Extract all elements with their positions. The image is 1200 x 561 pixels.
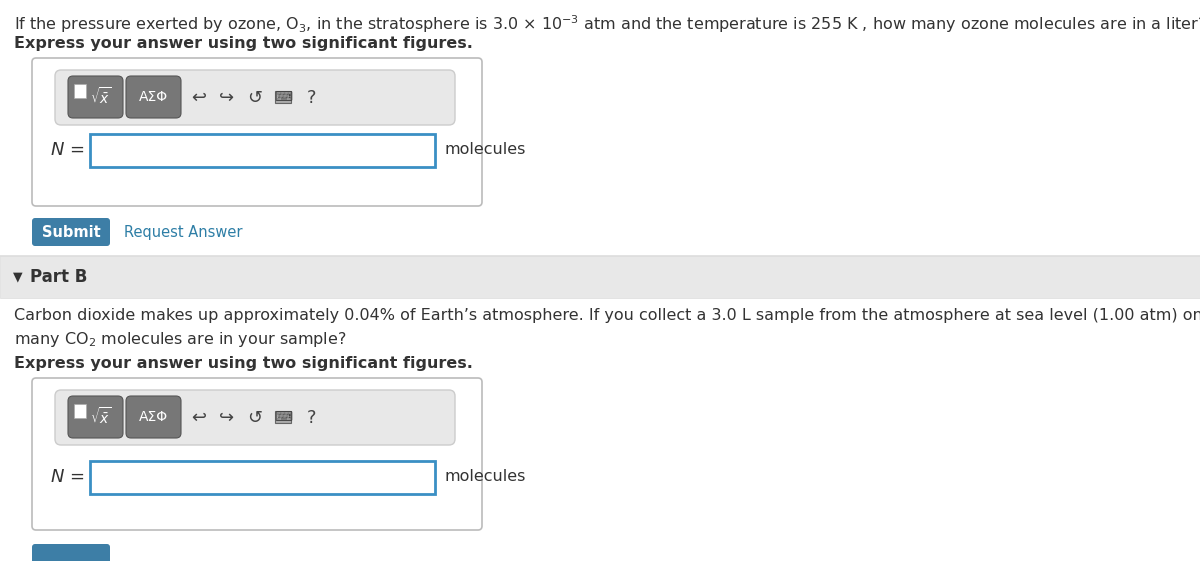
Text: ⌨: ⌨ [274,91,292,104]
Text: Express your answer using two significant figures.: Express your answer using two significan… [14,36,473,51]
Text: Part B: Part B [30,268,88,286]
Text: Carbon dioxide makes up approximately 0.04% of Earth’s atmosphere. If you collec: Carbon dioxide makes up approximately 0.… [14,308,1200,323]
Text: ↺: ↺ [247,408,263,426]
Bar [74,84,86,98]
Text: ?: ? [306,89,316,107]
Text: Submit: Submit [42,224,101,240]
Text: ↩: ↩ [192,408,206,426]
FancyBboxPatch shape [32,378,482,530]
Text: ↪: ↪ [220,89,234,107]
FancyBboxPatch shape [55,390,455,445]
FancyBboxPatch shape [32,218,110,246]
Bar [90,461,436,494]
Bar [0,298,1200,561]
Text: molecules: molecules [445,142,527,157]
FancyBboxPatch shape [55,70,455,125]
Text: Express your answer using two significant figures.: Express your answer using two significan… [14,356,473,371]
FancyBboxPatch shape [32,58,482,206]
Text: $N$ =: $N$ = [50,468,84,486]
Bar [275,90,292,103]
FancyBboxPatch shape [32,544,110,561]
FancyBboxPatch shape [68,76,124,118]
Text: $\sqrt{\bar{x}}$: $\sqrt{\bar{x}}$ [90,87,112,107]
Text: ↩: ↩ [192,89,206,107]
Bar [275,411,292,422]
Text: Request Answer: Request Answer [124,224,242,240]
Text: ↪: ↪ [220,408,234,426]
Text: $N$ =: $N$ = [50,141,84,159]
Text: molecules: molecules [445,470,527,484]
Text: ΑΣΦ: ΑΣΦ [139,410,168,424]
FancyBboxPatch shape [126,76,181,118]
Text: ?: ? [306,408,316,426]
Bar [90,134,436,167]
Bar [0,256,1200,298]
Text: ΑΣΦ: ΑΣΦ [139,90,168,104]
FancyBboxPatch shape [68,396,124,438]
Text: many CO$_2$ molecules are in your sample?: many CO$_2$ molecules are in your sample… [14,330,347,349]
Text: ↺: ↺ [247,89,263,107]
Text: If the pressure exerted by ozone, O$_3$, in the stratosphere is 3.0 × 10$^{-3}$ : If the pressure exerted by ozone, O$_3$,… [14,13,1200,35]
Bar [74,404,86,418]
FancyBboxPatch shape [126,396,181,438]
Text: $\sqrt{\bar{x}}$: $\sqrt{\bar{x}}$ [90,407,112,427]
Text: ⌨: ⌨ [274,411,292,424]
Text: ▼: ▼ [13,270,23,283]
